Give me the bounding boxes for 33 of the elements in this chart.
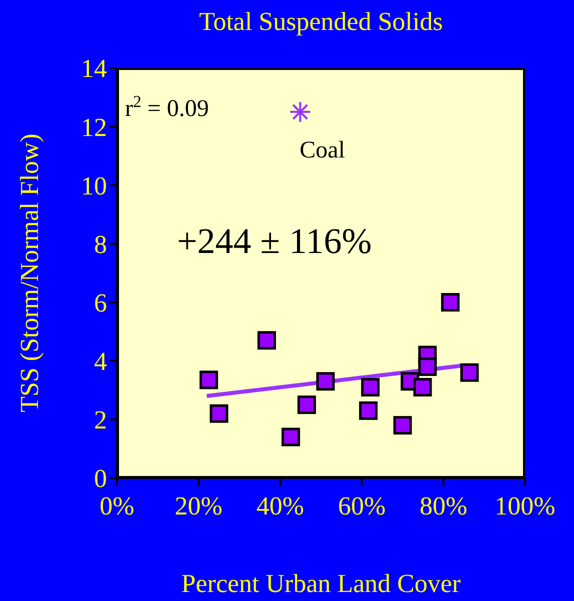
x-tick-label: 20% [174, 491, 222, 520]
x-tick-label: 0% [100, 491, 134, 520]
annotation: +244 ± 116% [177, 221, 372, 261]
x-tick-label: 60% [338, 491, 386, 520]
point [359, 401, 378, 420]
point [418, 357, 437, 376]
chart-title: Total Suspended Solids [199, 7, 443, 36]
y-tick-label: 6 [94, 288, 107, 318]
point [441, 293, 460, 312]
point [413, 378, 432, 396]
point [200, 370, 218, 390]
y-tick-label: 8 [94, 230, 107, 259]
annotation: r$^{2}$ = 0.09 [125, 92, 209, 122]
y-axis-title: TSS (Storm/Normal Flow) [15, 134, 44, 412]
x-tick-label: 80% [420, 491, 468, 520]
point [361, 378, 380, 396]
series-label: Coal [300, 137, 346, 164]
point [393, 416, 412, 435]
y-tick-label: 12 [81, 112, 107, 142]
x-tick-label: 100% [494, 491, 556, 520]
y-tick-label: 4 [94, 347, 107, 376]
point [316, 372, 335, 391]
point [460, 363, 479, 382]
y-tick-label: 0 [94, 464, 107, 494]
x-axis-title: Percent Urban Land Cover [181, 569, 462, 598]
point [282, 428, 300, 446]
point [210, 404, 228, 423]
y-tick-label: 10 [81, 171, 107, 200]
point [257, 331, 276, 350]
x-tick-label: 40% [256, 491, 304, 520]
y-tick-label: 2 [94, 406, 107, 435]
y-tick-label: 14 [81, 54, 107, 84]
point [297, 396, 316, 414]
